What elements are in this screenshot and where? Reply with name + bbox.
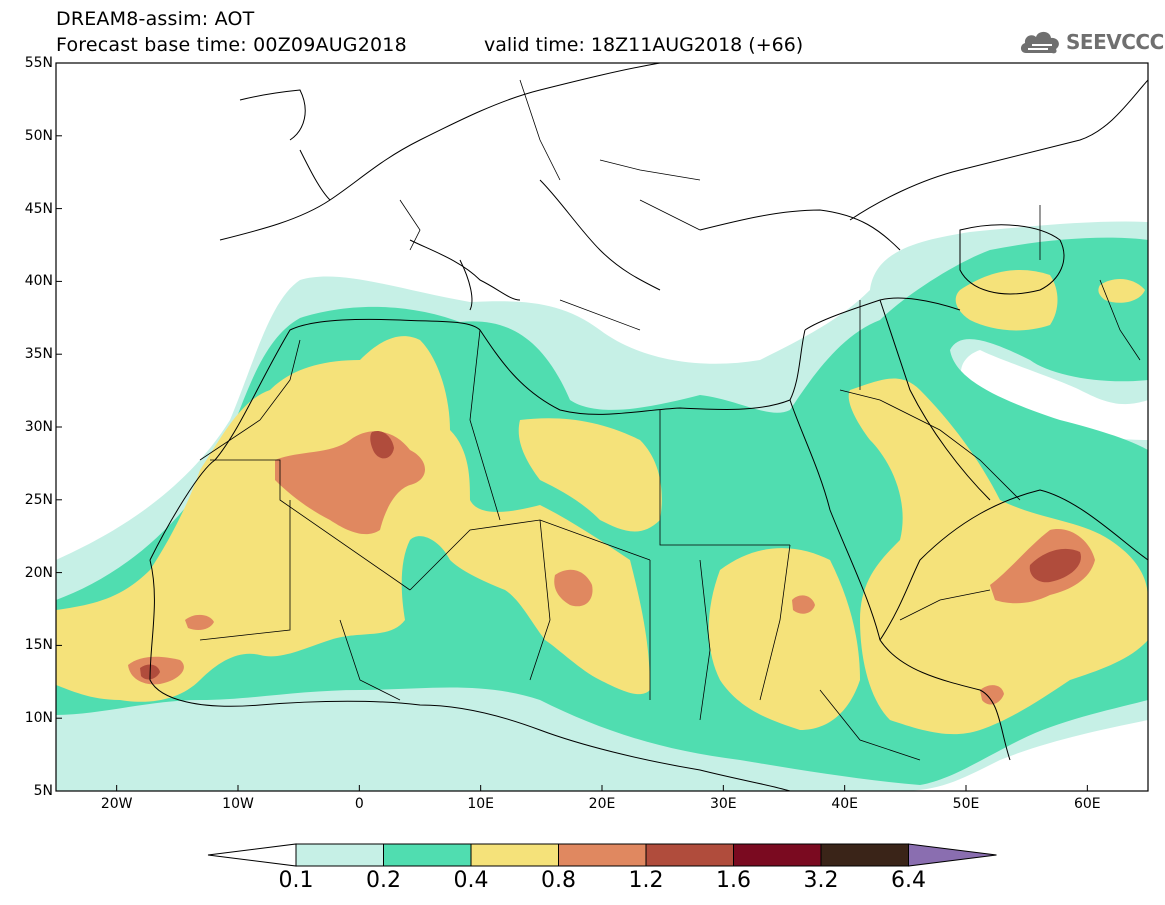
lon-tick-label: 20W <box>100 796 133 812</box>
logo-text: SEEVCCC <box>1066 30 1164 54</box>
chart-title: DREAM8-assim: AOT <box>56 8 255 30</box>
aot-region-0.4-libya <box>518 418 662 532</box>
forecast-base-time: Forecast base time: 00Z09AUG2018 <box>56 34 407 56</box>
lat-tick-label: 45N <box>24 200 53 217</box>
colorbar-level-label: 0.8 <box>541 868 576 893</box>
aot-region-0.4-sudan <box>708 548 860 730</box>
aot-region-0.8-somalia <box>980 685 1004 705</box>
aot-region-0.4-arabia <box>848 378 1148 735</box>
lat-tick-label: 10N <box>24 710 53 727</box>
lon-tick-label: 0 <box>354 796 364 812</box>
aot-contours <box>56 63 1148 791</box>
valid-time: valid time: 18Z11AUG2018 (+66) <box>484 34 804 56</box>
lat-tick-label: 15N <box>24 637 53 654</box>
colorbar-level-label: 6.4 <box>891 868 926 893</box>
colorbar-level-label: 3.2 <box>803 868 839 893</box>
colorbar-level-label: 0.2 <box>366 868 401 893</box>
lon-tick-label: 10W <box>222 796 254 812</box>
coastlines <box>149 63 1148 791</box>
colorbar-level-label: 0.1 <box>278 868 314 893</box>
colorbar-level-label: 1.6 <box>716 868 751 893</box>
aot-region-0.4-caspian <box>955 270 1058 331</box>
lon-tick-label: 10E <box>467 796 494 812</box>
lon-tick-label: 30E <box>709 796 737 812</box>
lat-tick-label: 55N <box>24 55 53 71</box>
aot-region-0.8-sudan <box>792 595 815 614</box>
lat-tick-label: 20N <box>24 564 53 581</box>
lat-tick-label: 40N <box>24 273 53 290</box>
lat-tick-label: 5N <box>33 783 53 799</box>
seevccc-logo: SEEVCCC <box>1018 25 1164 59</box>
country-borders <box>199 79 1141 761</box>
colorbar-level-label: 0.4 <box>453 868 489 893</box>
lon-tick-label: 60E <box>1073 796 1101 812</box>
lat-tick-label: 25N <box>24 491 53 508</box>
lat-tick-label: 30N <box>24 419 53 435</box>
colorbar-level-label: 1.2 <box>628 868 664 893</box>
aot-region-1.2-oman <box>1029 548 1081 583</box>
lon-tick-label: 40E <box>831 796 858 812</box>
aot-region-0.4-aral <box>1098 278 1145 303</box>
aot-region-0.8-mali <box>185 614 214 630</box>
lat-tick-label: 50N <box>24 127 53 144</box>
lon-tick-label: 50E <box>952 796 980 812</box>
lat-tick-label: 35N <box>24 346 53 363</box>
axis-ticks <box>56 62 1088 792</box>
lon-tick-label: 20E <box>588 796 616 812</box>
aot-region-0.8-chad <box>554 569 593 607</box>
cloud-icon <box>1020 31 1059 54</box>
aot-region-1.2-algeria <box>370 430 394 459</box>
